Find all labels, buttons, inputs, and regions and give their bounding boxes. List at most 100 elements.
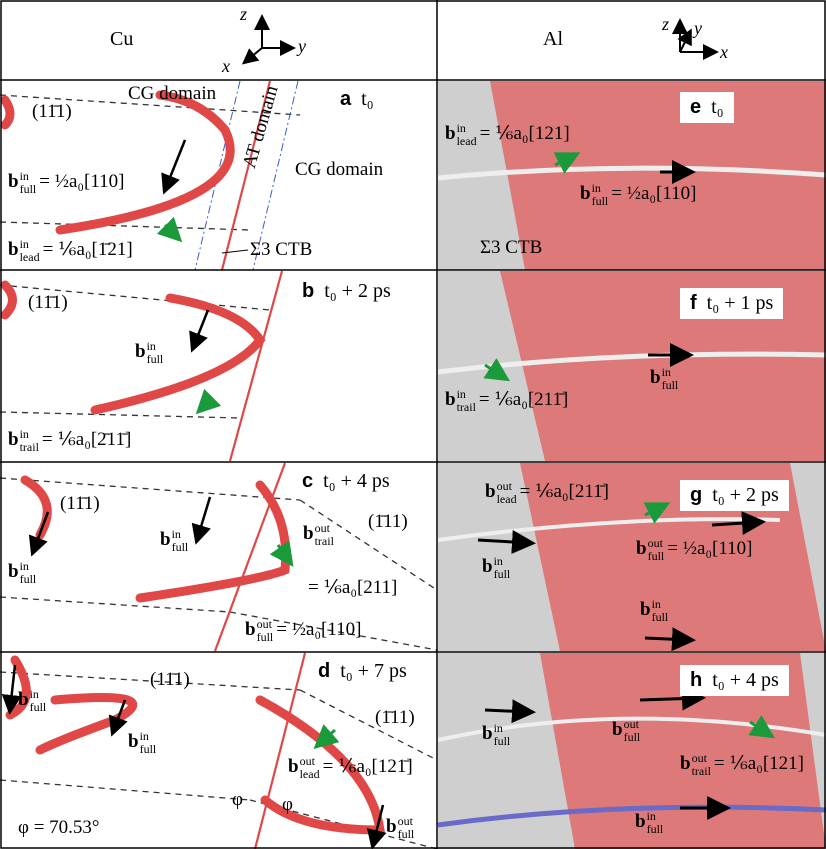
label: binlead= ⅙a₀[121] [445,122,570,147]
superscript: out [300,755,320,768]
label: (1̄11) [368,512,408,531]
label-text: Σ3 CTB [480,237,542,258]
equation: = ⅙a₀[1̄21] [43,239,133,260]
panel-tag: et₀ [680,92,734,123]
label-text: Σ3 CTB [250,239,312,260]
burgers-symbol: b [482,556,493,577]
superscript: in [662,366,679,379]
burgers-symbol: b [135,341,146,362]
subscript: full [652,611,669,624]
panel-letter: b [302,280,314,302]
subscript: trail [20,441,39,454]
label: = ⅙a₀[211] [308,578,397,597]
subscript: full [494,568,511,581]
equation: = ⅙a₀[211̄] [520,481,609,502]
panel-tag: dt₀ + 7 ps [318,660,407,683]
equation: = ½a₀[110] [276,619,361,640]
label-text: CG domain [295,159,383,180]
burgers-symbol: b [635,811,646,832]
axes-icons [245,18,715,62]
scripts: inlead [20,238,40,263]
burgers-symbol: b [8,239,19,260]
burgers-symbol: b [650,367,661,388]
burgers-symbol: b [580,183,591,204]
label: φ [282,795,293,814]
burgers-symbol: b [445,389,456,410]
burgers-symbol: b [612,719,623,740]
superscript: out [398,815,415,828]
superscript: in [20,428,39,441]
subscript: full [398,828,415,841]
burgers-symbol: b [386,816,397,837]
superscript: out [648,537,665,550]
subscript: full [140,743,157,756]
equation: = ⅙a₀[121] [480,123,570,144]
axis-letter: z [240,4,247,25]
panel-letter: g [690,484,702,506]
label: binlead= ⅙a₀[1̄21] [8,238,133,263]
equation: = ⅙a₀[121] [714,753,804,774]
burgers-symbol: b [160,529,171,550]
superscript: in [652,598,669,611]
label: (11̄1) [60,494,100,513]
label: binfull= ½a₀[110] [580,182,696,207]
label: binfull [8,560,39,585]
panel-time: t₀ + 1 ps [707,292,774,314]
axis-letter: y [298,36,306,57]
axis-letter: z [662,14,669,35]
scripts: outlead [300,755,320,780]
superscript: out [315,522,334,535]
equation: = ½a₀[110] [611,183,696,204]
panel-letter: f [690,292,697,314]
label-text: (1̄11) [368,511,408,532]
label-text: (1̄11) [375,707,415,728]
subscript: lead [20,251,40,264]
burgers-symbol: b [8,171,19,192]
burgers-symbol: b [485,481,496,502]
burgers-symbol: b [636,538,647,559]
subscript: full [147,353,164,366]
equation: = ½a₀[110] [667,538,752,559]
panel-letter: c [302,470,313,492]
burgers-symbol: b [288,756,299,777]
equation: = ½a₀[110] [39,171,124,192]
subscript: trail [692,765,711,778]
burgers-symbol: b [128,731,139,752]
burgers-symbol: b [8,429,19,450]
equation: = ⅙a₀[2̄11̄] [42,429,131,450]
superscript: in [172,528,189,541]
panel-time: t₀ + 7 ps [340,660,407,682]
superscript: in [647,810,664,823]
label: (1̄11) [375,708,415,727]
equation: = ⅙a₀[211̄] [479,389,568,410]
left-header: Cu [110,28,133,51]
superscript: in [494,555,511,568]
axis-letter: y [694,18,702,39]
subscript: full [257,631,274,644]
subscript: lead [457,135,477,148]
burgers-symbol: b [640,599,651,620]
label: Σ3 CTB [250,240,312,259]
burgers-symbol: b [482,723,493,744]
label-text: = ⅙a₀[211] [308,577,397,598]
panel-tag: bt₀ + 2 ps [302,280,391,303]
superscript: in [147,340,164,353]
label: binfull [128,730,159,755]
subscript: full [20,183,37,196]
